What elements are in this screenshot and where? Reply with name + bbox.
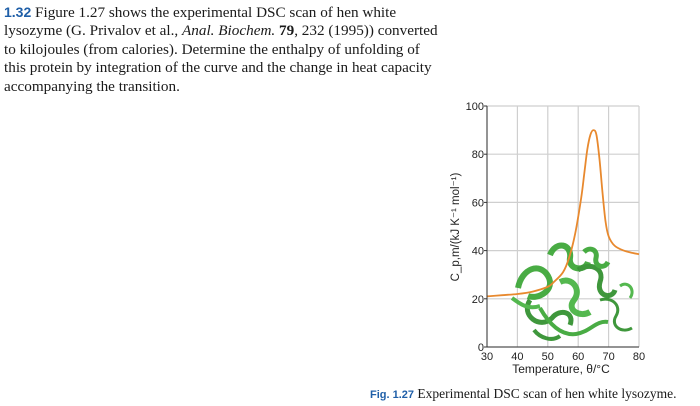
x-tick-label: 60	[572, 351, 584, 363]
x-tick-label: 50	[542, 351, 554, 363]
y-tick-label: 0	[478, 342, 484, 354]
problem-line-2: lysozyme (G. Privalov et al., Anal. Bioc…	[4, 22, 438, 40]
problem-number: 1.32	[4, 4, 32, 20]
problem-line-5: accompanying the transition.	[4, 77, 180, 95]
y-tick-label: 40	[472, 246, 484, 258]
x-tick-label: 30	[481, 351, 493, 363]
y-tick-label: 20	[472, 294, 484, 306]
caption-text: Experimental DSC scan of hen white lysoz…	[417, 386, 677, 401]
figure-caption: Fig. 1.27 Experimental DSC scan of hen w…	[370, 386, 676, 402]
journal-volume: 79	[279, 22, 295, 40]
problem-text: 1.32 Figure 1.27 shows the experimental …	[4, 3, 474, 96]
journal-name: Anal. Biochem.	[182, 22, 276, 40]
problem-line-3: to kilojoules (from calories). Determine…	[4, 40, 420, 58]
y-tick-label: 100	[466, 101, 484, 113]
y-axis-label: C_p,m/(kJ K⁻¹ mol⁻¹)	[450, 173, 462, 282]
y-tick-label: 80	[472, 149, 484, 161]
x-axis-label: Temperature, θ/°C	[512, 362, 610, 376]
figure-label: Fig. 1.27	[370, 389, 415, 401]
problem-line-4: this protein by integration of the curve…	[4, 59, 432, 77]
dsc-curve-line	[486, 129, 640, 298]
dsc-curve-series	[486, 129, 640, 298]
x-tick-label: 70	[602, 351, 614, 363]
y-tick-label: 60	[472, 197, 484, 209]
chart-axes: 0 20 40 60 80 100 30 40 50 60 70 80	[466, 101, 645, 363]
x-tick-label: 80	[633, 351, 645, 363]
protein-structure-icon	[510, 242, 634, 341]
x-tick-label: 40	[511, 351, 523, 363]
problem-line-1: 1.32 Figure 1.27 shows the experimental …	[4, 4, 397, 21]
